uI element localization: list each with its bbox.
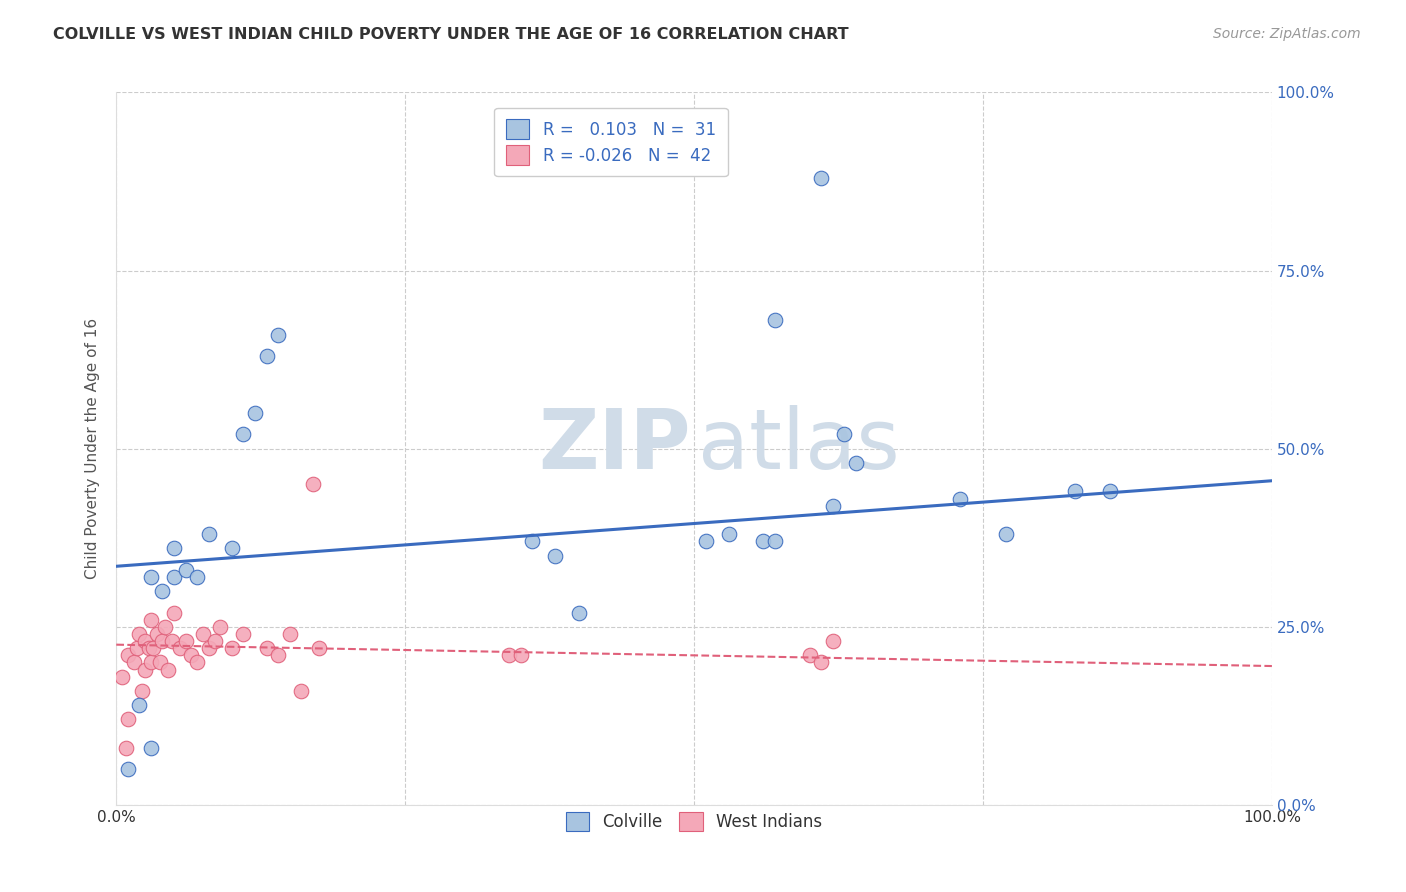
Point [799, 648, 821, 663]
Point [221, 641, 243, 656]
Y-axis label: Child Poverty Under the Age of 16: Child Poverty Under the Age of 16 [86, 318, 100, 579]
Legend: Colville, West Indians: Colville, West Indians [554, 800, 834, 843]
Text: COLVILLE VS WEST INDIAN CHILD POVERTY UNDER THE AGE OF 16 CORRELATION CHART: COLVILLE VS WEST INDIAN CHILD POVERTY UN… [53, 27, 849, 42]
Point [122, 656, 145, 670]
Point [567, 606, 589, 620]
Point [232, 627, 254, 641]
Point [949, 491, 972, 506]
Point [243, 406, 266, 420]
Point [717, 527, 740, 541]
Point [117, 713, 139, 727]
Point [308, 641, 330, 656]
Point [763, 534, 786, 549]
Point [810, 170, 832, 185]
Point [278, 627, 301, 641]
Point [157, 663, 180, 677]
Point [114, 741, 136, 756]
Point [197, 527, 219, 541]
Point [169, 641, 191, 656]
Text: Source: ZipAtlas.com: Source: ZipAtlas.com [1213, 27, 1361, 41]
Point [232, 427, 254, 442]
Point [139, 656, 162, 670]
Point [256, 641, 278, 656]
Point [145, 627, 167, 641]
Point [209, 620, 232, 634]
Point [267, 648, 290, 663]
Point [139, 741, 162, 756]
Point [186, 656, 208, 670]
Point [117, 763, 139, 777]
Point [256, 349, 278, 363]
Point [267, 327, 290, 342]
Point [995, 527, 1018, 541]
Point [152, 634, 174, 648]
Point [153, 620, 176, 634]
Point [191, 627, 214, 641]
Point [180, 648, 202, 663]
Point [174, 563, 197, 577]
Point [763, 313, 786, 327]
Point [821, 499, 844, 513]
Point [509, 648, 531, 663]
Point [197, 641, 219, 656]
Point [522, 534, 544, 549]
Point [752, 534, 775, 549]
Point [174, 634, 197, 648]
Point [204, 634, 226, 648]
Point [163, 570, 186, 584]
Point [128, 698, 150, 713]
Point [111, 670, 134, 684]
Point [845, 456, 868, 470]
Point [695, 534, 717, 549]
Point [1064, 484, 1087, 499]
Point [290, 684, 312, 698]
Text: ZIP: ZIP [538, 405, 690, 485]
Point [131, 684, 153, 698]
Point [498, 648, 520, 663]
Point [544, 549, 567, 563]
Point [821, 634, 844, 648]
Point [117, 648, 139, 663]
Point [163, 606, 186, 620]
Point [149, 656, 172, 670]
Point [138, 641, 160, 656]
Point [142, 641, 165, 656]
Point [301, 477, 323, 491]
Point [834, 427, 856, 442]
Point [810, 656, 832, 670]
Point [160, 634, 183, 648]
Point [152, 584, 174, 599]
Point [163, 541, 186, 556]
Point [1099, 484, 1122, 499]
Point [125, 641, 148, 656]
Point [139, 570, 162, 584]
Point [128, 627, 150, 641]
Point [139, 613, 162, 627]
Point [221, 541, 243, 556]
Point [134, 634, 156, 648]
Point [134, 663, 156, 677]
Text: atlas: atlas [697, 405, 900, 485]
Point [186, 570, 208, 584]
